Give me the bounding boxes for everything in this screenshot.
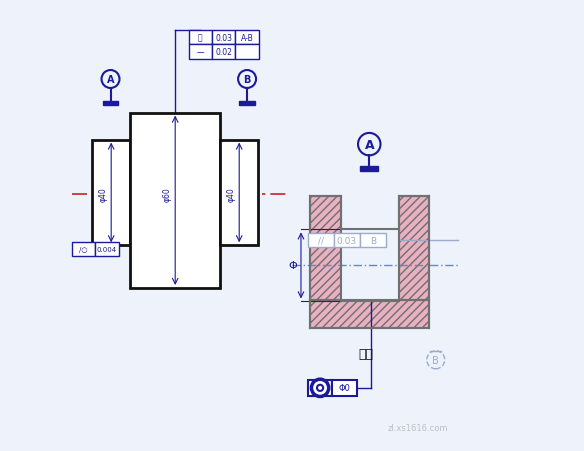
Bar — [332, 380, 357, 396]
Bar — [235, 45, 259, 60]
Text: B: B — [244, 75, 251, 85]
Text: 0.004: 0.004 — [97, 247, 117, 253]
Text: A: A — [107, 75, 114, 85]
Text: 0.02: 0.02 — [215, 48, 232, 57]
Text: Φ: Φ — [288, 261, 297, 271]
Bar — [212, 31, 235, 45]
Text: φ60: φ60 — [162, 187, 172, 202]
Bar — [310, 301, 429, 329]
Text: //: // — [318, 236, 324, 245]
Text: B: B — [370, 236, 376, 245]
Bar — [95, 243, 119, 257]
Bar — [189, 31, 212, 45]
Bar — [189, 45, 212, 60]
Text: φ40: φ40 — [227, 187, 235, 202]
Bar — [308, 380, 332, 396]
Text: zl.xs1616.com: zl.xs1616.com — [388, 423, 448, 432]
Bar — [103, 101, 118, 106]
Text: 0.03: 0.03 — [215, 34, 232, 43]
Text: /○: /○ — [79, 247, 88, 253]
Text: ⓞ: ⓞ — [198, 34, 203, 43]
Text: B: B — [432, 355, 439, 365]
Text: A-B: A-B — [241, 34, 253, 43]
Bar — [130, 114, 220, 288]
Bar — [334, 234, 360, 248]
Bar — [72, 243, 95, 257]
Text: —: — — [197, 48, 204, 57]
Bar — [239, 101, 255, 106]
Text: 两处: 两处 — [359, 347, 374, 360]
Text: Φ0: Φ0 — [339, 383, 351, 392]
Bar — [212, 45, 235, 60]
Bar — [360, 166, 378, 172]
Bar — [220, 140, 258, 246]
Bar — [92, 140, 130, 246]
Text: φ40: φ40 — [99, 187, 107, 202]
Bar — [360, 234, 386, 248]
Text: 0.03: 0.03 — [337, 236, 357, 245]
Bar — [235, 31, 259, 45]
Bar — [308, 234, 334, 248]
Bar — [310, 196, 340, 302]
Bar — [399, 196, 429, 302]
Text: A: A — [364, 138, 374, 151]
Bar — [340, 230, 399, 302]
